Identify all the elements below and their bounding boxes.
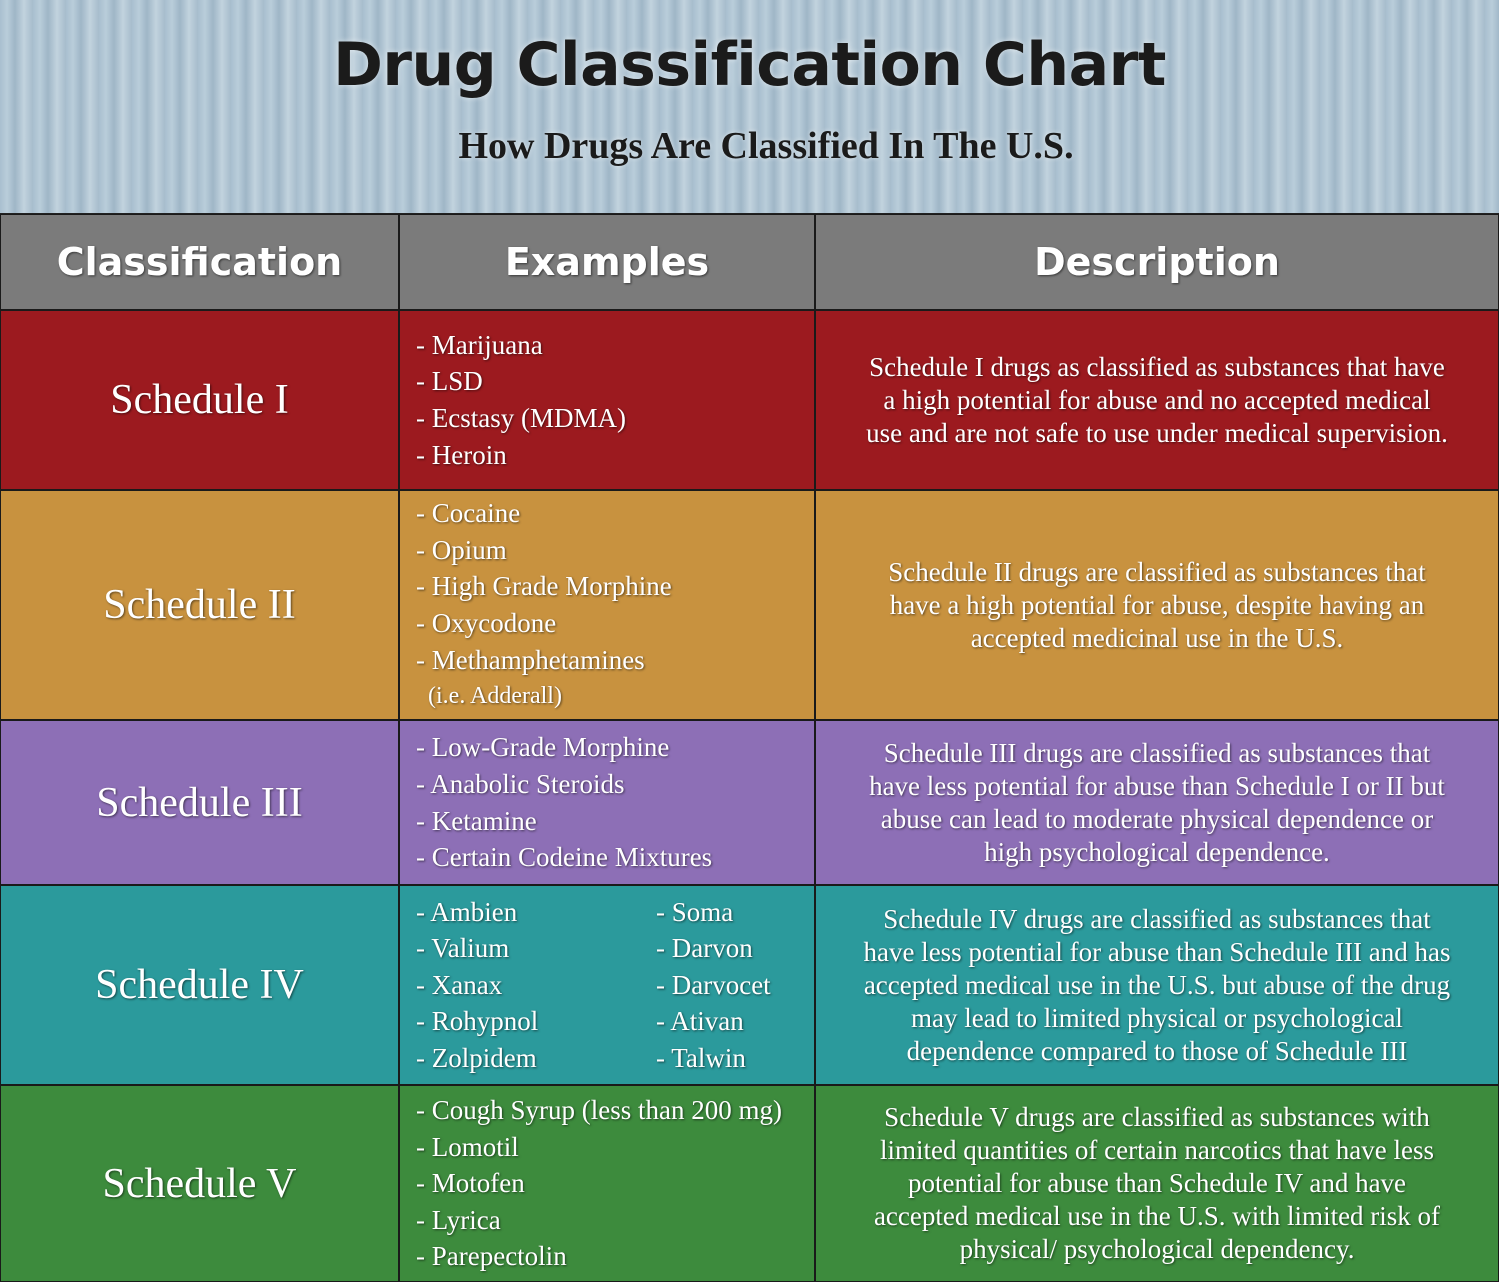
example-item: - Ketamine <box>416 805 537 836</box>
description-cell: Schedule III drugs are classified as sub… <box>815 720 1499 885</box>
description-cell: Schedule V drugs are classified as subst… <box>815 1085 1499 1282</box>
example-item: - Motofen <box>416 1168 525 1199</box>
description-line: use and are not safe to use under medica… <box>866 417 1448 448</box>
example-item: - Marijuana <box>416 329 543 360</box>
examples-cell: - Ambien - Valium - Xanax - Rohypnol - Zolpi… <box>399 885 815 1085</box>
description-line: Schedule II drugs are classified as subs… <box>888 556 1426 587</box>
description-line: Schedule I drugs as classified as substa… <box>869 351 1445 382</box>
examples-cell: - Cough Syrup (less than 200 mg) - Lomoti… <box>399 1085 815 1282</box>
description-cell: Schedule II drugs are classified as subs… <box>815 490 1499 720</box>
example-item: - Zolpidem <box>416 1042 537 1073</box>
description-line: have less potential for abuse than Sched… <box>869 770 1445 801</box>
example-item: - Rohypnol <box>416 1006 539 1037</box>
example-item: - Certain Codeine Mixtures <box>416 842 713 873</box>
examples-column: - Soma - Darvon - Darvocet - Ativan - Talwin <box>656 894 771 1077</box>
description-line: potential for abuse than Schedule IV and… <box>907 1168 1407 1198</box>
column-header: Description <box>815 214 1499 310</box>
example-item: (i.e. Adderall) <box>428 683 562 710</box>
description-line: dependence compared to those of Schedule… <box>906 1035 1408 1066</box>
example-item: - Valium <box>416 933 510 964</box>
description-line: a high potential for abuse and no accept… <box>883 384 1431 415</box>
description-line: have less potential for abuse than Sched… <box>863 936 1451 967</box>
examples-cell: - Cocaine - Opium - High Grade Morphine - O… <box>399 490 815 720</box>
example-item: - Oxycodone <box>416 608 557 638</box>
description-line: Schedule V drugs are classified as subst… <box>884 1102 1430 1132</box>
description-line: may lead to limited physical or psycholo… <box>911 1002 1403 1033</box>
example-item: - High Grade Morphine <box>416 571 672 602</box>
description-line: high psychological dependence. <box>984 836 1330 867</box>
description-line: Schedule III drugs are classified as sub… <box>883 737 1431 768</box>
description-line: abuse can lead to moderate physical depe… <box>880 803 1434 834</box>
classification-cell: Schedule II <box>0 490 399 720</box>
examples-column: - Marijuana - LSD - Ecstasy (MDMA) - Heroin <box>416 327 626 473</box>
example-item: - Heroin <box>416 439 507 470</box>
example-item: - Cough Syrup (less than 200 mg) <box>416 1095 782 1126</box>
column-header: Classification <box>0 214 399 310</box>
description-line: accepted medical use in the U.S. with li… <box>873 1201 1441 1231</box>
example-item: - LSD <box>416 366 483 397</box>
examples-cell: - Marijuana - LSD - Ecstasy (MDMA) - Heroin <box>399 310 815 490</box>
example-item: - Darvon <box>656 933 753 964</box>
example-item: - Parepectolin <box>416 1241 567 1272</box>
classification-cell: Schedule V <box>0 1085 399 1282</box>
subtitle: How Drugs Are Classified In The U.S. <box>458 125 1074 167</box>
description-line: have a high potential for abuse, despite… <box>889 589 1425 620</box>
classification-cell: Schedule IV <box>0 885 399 1085</box>
description-line: accepted medical use in the U.S. but abu… <box>863 969 1451 1000</box>
examples-column: - Low-Grade Morphine - Anabolic Steroids -… <box>416 729 712 875</box>
example-item: - Lyrica <box>416 1204 501 1235</box>
examples-column: - Ambien - Valium - Xanax - Rohypnol - Zolpi… <box>416 894 656 1077</box>
description-cell: Schedule IV drugs are classified as subs… <box>815 885 1499 1085</box>
description-line: limited quantities of certain narcotics … <box>879 1135 1435 1165</box>
example-item: - Opium <box>416 534 507 565</box>
description-line: accepted medicinal use in the U.S. <box>970 622 1344 653</box>
description-cell: Schedule I drugs as classified as substa… <box>815 310 1499 490</box>
description-line: physical/ psychological dependency. <box>959 1234 1355 1264</box>
example-item: - Ativan <box>656 1006 744 1037</box>
examples-column: - Cocaine - Opium - High Grade Morphine - O… <box>416 495 672 715</box>
classification-cell: Schedule I <box>0 310 399 490</box>
classification-cell: Schedule III <box>0 720 399 885</box>
example-item: - Low-Grade Morphine <box>416 732 670 763</box>
example-item: - Soma <box>656 896 734 927</box>
examples-cell: - Low-Grade Morphine - Anabolic Steroids -… <box>399 720 815 885</box>
example-item: - Lomotil <box>416 1131 519 1162</box>
example-item: - Ambien <box>416 896 518 927</box>
example-item: - Cocaine <box>416 498 521 529</box>
example-item: - Ecstasy (MDMA) <box>416 403 626 433</box>
header-band: Drug Classification Chart How Drugs Are … <box>0 0 1499 213</box>
example-item: - Anabolic Steroids <box>416 768 625 799</box>
description-line: Schedule IV drugs are classified as subs… <box>883 903 1431 934</box>
column-header: Examples <box>399 214 815 310</box>
title: Drug Classification Chart <box>333 30 1166 100</box>
example-item: - Talwin <box>656 1042 746 1073</box>
example-item: - Darvocet <box>656 969 771 1000</box>
examples-column: - Cough Syrup (less than 200 mg) - Lomoti… <box>416 1092 782 1275</box>
example-item: - Xanax <box>416 969 503 1000</box>
example-item: - Methamphetamines <box>416 644 645 675</box>
